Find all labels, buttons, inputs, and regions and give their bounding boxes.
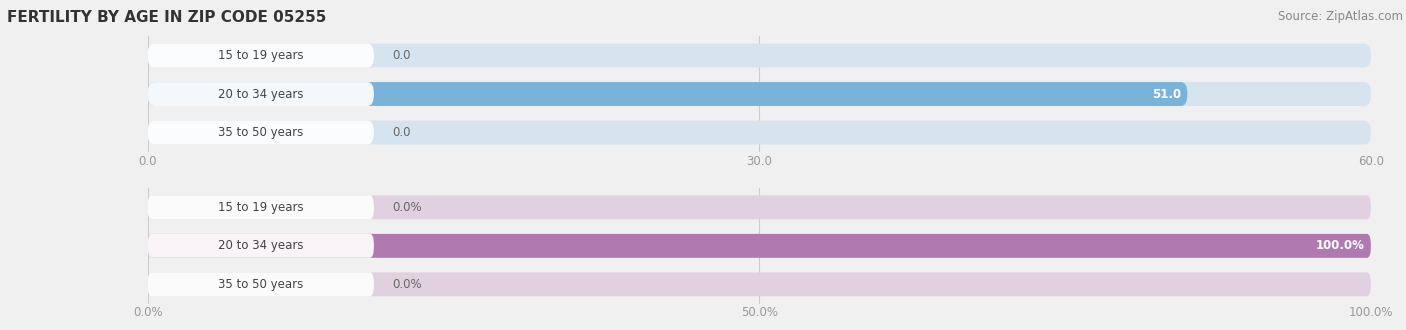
FancyBboxPatch shape [148,234,1371,258]
Text: 0.0%: 0.0% [392,201,422,214]
FancyBboxPatch shape [148,120,374,145]
FancyBboxPatch shape [148,120,1371,145]
Text: 0.0: 0.0 [392,126,411,139]
Text: 35 to 50 years: 35 to 50 years [218,126,304,139]
Text: 15 to 19 years: 15 to 19 years [218,201,304,214]
Text: 35 to 50 years: 35 to 50 years [218,278,304,291]
FancyBboxPatch shape [148,195,1371,219]
Text: FERTILITY BY AGE IN ZIP CODE 05255: FERTILITY BY AGE IN ZIP CODE 05255 [7,10,326,25]
Text: 51.0: 51.0 [1152,87,1181,101]
FancyBboxPatch shape [148,82,374,106]
Text: Source: ZipAtlas.com: Source: ZipAtlas.com [1278,10,1403,23]
FancyBboxPatch shape [148,234,1371,258]
FancyBboxPatch shape [148,82,1187,106]
Text: 0.0%: 0.0% [392,278,422,291]
Text: 15 to 19 years: 15 to 19 years [218,49,304,62]
Text: 100.0%: 100.0% [1316,239,1365,252]
FancyBboxPatch shape [148,195,374,219]
FancyBboxPatch shape [148,234,374,258]
Text: 0.0: 0.0 [392,49,411,62]
FancyBboxPatch shape [148,273,1371,296]
Text: 20 to 34 years: 20 to 34 years [218,87,304,101]
FancyBboxPatch shape [148,82,1371,106]
Text: 20 to 34 years: 20 to 34 years [218,239,304,252]
FancyBboxPatch shape [148,44,1371,68]
FancyBboxPatch shape [148,273,374,296]
FancyBboxPatch shape [148,44,374,68]
